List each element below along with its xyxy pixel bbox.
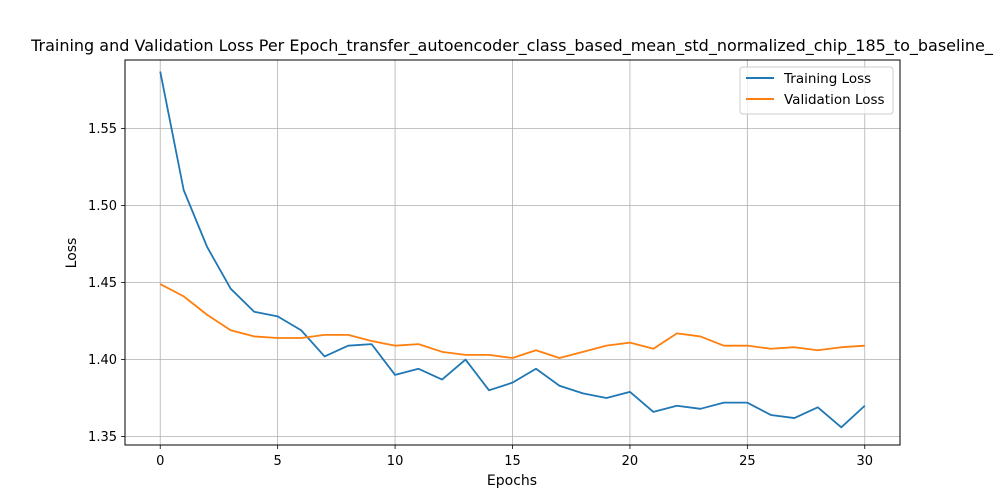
y-tick-label: 1.45 (88, 276, 117, 291)
x-tick-label: 0 (156, 454, 164, 469)
y-tick-label: 1.35 (88, 430, 117, 445)
series-lines (159, 71, 866, 429)
x-axis-label: Epochs (487, 473, 537, 489)
training-loss-line (159, 71, 866, 429)
legend-label-validation: Validation Loss (784, 92, 885, 108)
y-tick-label: 1.55 (88, 122, 117, 137)
y-tick-label: 1.50 (88, 199, 117, 214)
legend-box (739, 66, 894, 115)
chart-title: Training and Validation Loss Per Epoch_t… (30, 36, 994, 56)
y-axis-label: Loss (64, 238, 80, 269)
x-tick-label: 30 (856, 454, 873, 469)
legend: Training Loss Validation Loss (739, 66, 894, 115)
x-tick-label: 10 (387, 454, 404, 469)
axis-ticks: 0 5 10 15 20 25 30 1.35 1.40 1.45 1.50 1.55 (88, 122, 873, 469)
x-tick-label: 15 (504, 454, 521, 469)
x-tick-label: 25 (739, 454, 756, 469)
x-tick-label: 20 (622, 454, 639, 469)
legend-label-training: Training Loss (783, 71, 871, 87)
validation-loss-line (159, 283, 865, 359)
x-tick-label: 5 (274, 454, 282, 469)
y-tick-label: 1.40 (88, 353, 117, 368)
grid (125, 60, 900, 445)
